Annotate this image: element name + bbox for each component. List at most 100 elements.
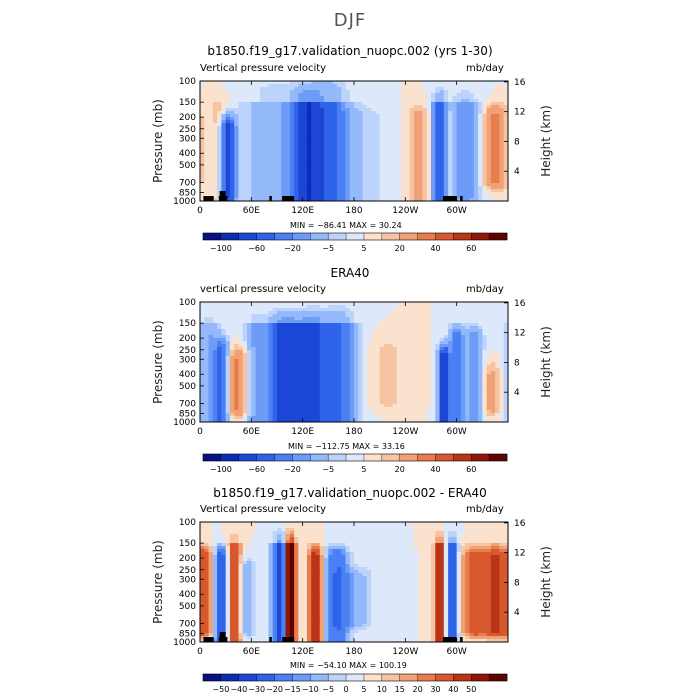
field-cell	[358, 195, 363, 199]
field-cell	[422, 87, 428, 91]
field-cell	[418, 174, 423, 178]
field-cell	[306, 398, 312, 402]
field-cell	[200, 413, 205, 417]
field-cell	[396, 195, 402, 199]
field-cell	[200, 326, 205, 330]
field-cell	[289, 347, 295, 351]
field-cell	[362, 401, 368, 405]
field-cell	[289, 135, 295, 139]
field-cell	[383, 114, 389, 118]
field-cell	[341, 314, 346, 318]
field-cell	[418, 150, 423, 154]
field-cell	[277, 105, 282, 109]
field-cell	[212, 386, 218, 390]
field-cell	[469, 126, 475, 130]
field-cell	[371, 317, 376, 321]
field-cell	[392, 117, 398, 121]
field-cell	[379, 132, 385, 136]
field-cell	[396, 84, 402, 88]
field-cell	[225, 108, 231, 112]
field-cell	[328, 93, 334, 97]
field-cell	[366, 198, 372, 202]
field-cell	[208, 159, 214, 163]
field-cell	[319, 398, 325, 402]
field-cell	[229, 419, 235, 423]
field-cell	[409, 347, 415, 351]
field-cell	[469, 192, 475, 196]
field-cell	[366, 132, 372, 136]
field-cell	[439, 198, 445, 202]
field-cell	[234, 317, 239, 321]
field-cell	[242, 90, 248, 94]
field-cell	[225, 138, 231, 142]
field-cell	[242, 192, 248, 196]
field-cell	[242, 386, 248, 390]
field-cell	[285, 407, 291, 411]
field-cell	[200, 368, 205, 372]
field-cell	[238, 341, 244, 345]
field-cell	[281, 335, 286, 339]
field-cell	[251, 84, 257, 88]
field-cell	[221, 419, 227, 423]
field-cell	[212, 410, 218, 414]
field-cell	[225, 153, 231, 157]
field-cell	[324, 365, 329, 369]
field-cell	[212, 189, 218, 193]
field-cell	[439, 189, 445, 193]
field-cell	[208, 326, 214, 330]
field-cell	[336, 186, 342, 190]
field-cell	[281, 302, 286, 306]
field-cell	[311, 105, 316, 109]
field-cell	[422, 183, 428, 187]
field-cell	[392, 359, 398, 363]
field-cell	[298, 105, 304, 109]
field-cell	[281, 359, 286, 363]
field-cell	[379, 416, 385, 420]
field-cell	[306, 380, 312, 384]
field-cell	[460, 108, 466, 112]
field-cell	[302, 114, 308, 118]
field-cell	[200, 305, 205, 309]
field-cell	[418, 111, 423, 115]
field-cell	[405, 198, 411, 202]
field-cell	[499, 171, 505, 175]
field-cell	[362, 338, 368, 342]
field-cell	[371, 302, 376, 306]
field-cell	[281, 183, 286, 187]
field-cell	[200, 374, 205, 378]
field-cell	[251, 341, 257, 345]
field-cell	[259, 93, 265, 97]
field-cell	[409, 416, 415, 420]
field-cell	[478, 108, 483, 112]
field-cell	[396, 150, 402, 154]
field-cell	[409, 138, 415, 142]
field-cell	[328, 374, 334, 378]
field-cell	[272, 308, 278, 312]
field-cell	[234, 329, 239, 333]
field-cell	[371, 380, 376, 384]
field-cell	[324, 141, 329, 145]
field-cell	[452, 90, 458, 94]
field-cell	[452, 171, 458, 175]
field-cell	[443, 102, 449, 106]
field-cell	[482, 132, 488, 136]
field-cell	[473, 123, 479, 127]
field-cell	[469, 123, 475, 127]
field-cell	[495, 186, 500, 190]
field-cell	[238, 171, 244, 175]
field-cell	[478, 138, 483, 142]
field-cell	[251, 171, 257, 175]
field-cell	[354, 120, 359, 124]
field-cell	[503, 159, 509, 163]
field-cell	[366, 192, 372, 196]
field-cell	[238, 413, 244, 417]
field-cell	[247, 374, 252, 378]
field-cell	[366, 141, 372, 145]
field-cell	[234, 362, 239, 366]
field-cell	[247, 392, 252, 396]
field-cell	[302, 311, 308, 315]
field-cell	[379, 314, 385, 318]
field-cell	[294, 314, 299, 318]
field-cell	[495, 150, 500, 154]
field-cell	[443, 147, 449, 151]
